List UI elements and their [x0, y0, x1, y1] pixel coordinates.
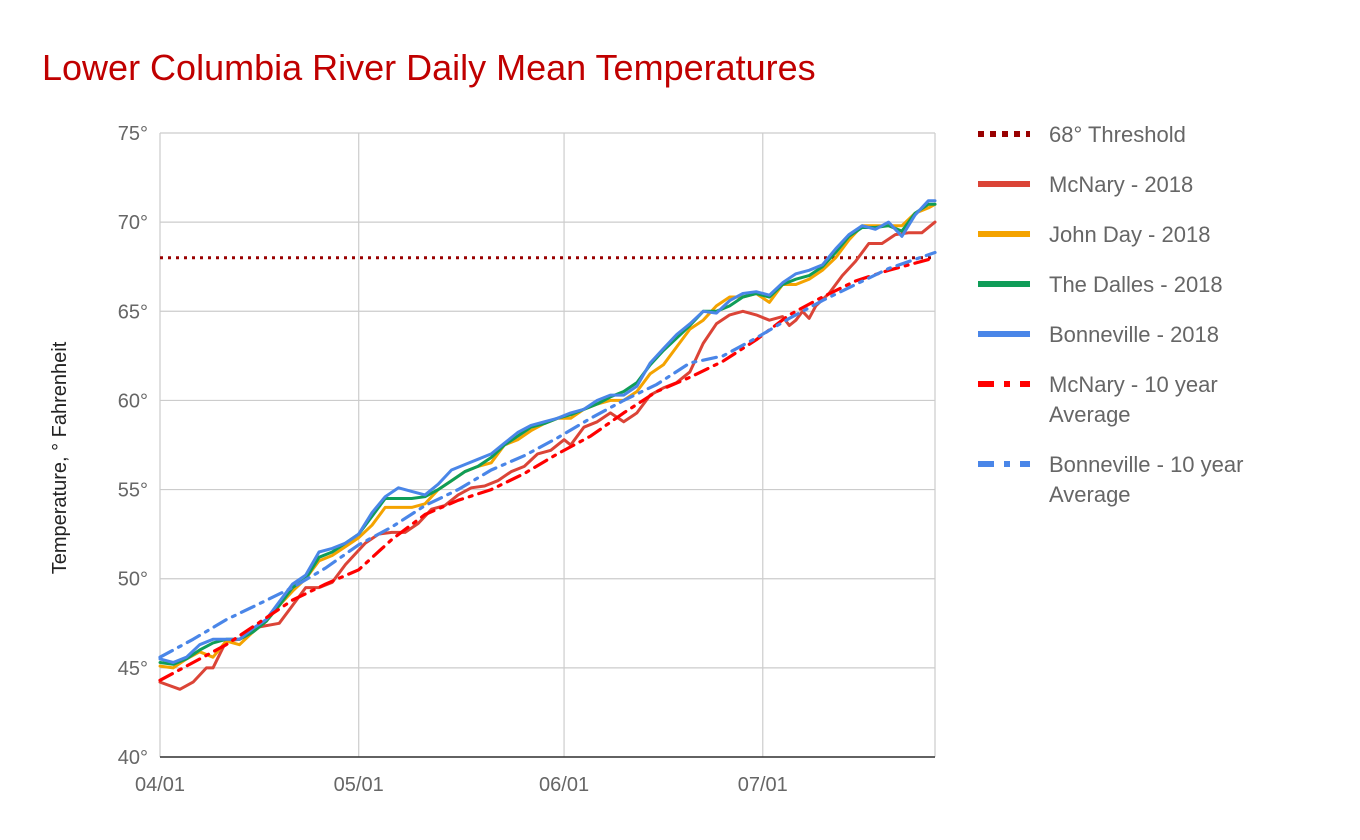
x-axis: 04/01 05/01 06/01 07/01 — [135, 774, 788, 796]
series-line-mcnary-10-year-average — [158, 256, 937, 682]
y-tick-label: 60° — [118, 390, 148, 412]
series-line-john-day-2018 — [158, 202, 937, 670]
legend-label: McNary - 10 year — [1049, 372, 1218, 397]
x-tick-label: 05/01 — [334, 774, 384, 796]
x-tick-label: 04/01 — [135, 774, 185, 796]
x-tick-label: 07/01 — [738, 774, 788, 796]
y-tick-label: 65° — [118, 301, 148, 323]
x-tick-label: 06/01 — [539, 774, 589, 796]
legend: 68° Threshold McNary - 2018 John Day - 201… — [978, 122, 1243, 507]
y-axis: 40° 45° 50° 55° 60° 65° 70° 75° — [118, 123, 148, 769]
y-tick-label: 50° — [118, 569, 148, 591]
legend-label: Average — [1049, 402, 1131, 427]
chart-title: Lower Columbia River Daily Mean Temperat… — [42, 47, 816, 88]
y-tick-label: 75° — [118, 123, 148, 145]
y-tick-label: 70° — [118, 212, 148, 234]
legend-label: McNary - 2018 — [1049, 172, 1193, 197]
y-tick-label: 45° — [118, 658, 148, 680]
legend-label: Bonneville - 2018 — [1049, 322, 1219, 347]
legend-label: The Dalles - 2018 — [1049, 272, 1223, 297]
y-tick-label: 40° — [118, 747, 148, 769]
series-line-mcnary-2018 — [158, 220, 937, 691]
y-tick-label: 55° — [118, 480, 148, 502]
legend-label: Bonneville - 10 year — [1049, 452, 1243, 477]
gridlines — [159, 132, 936, 758]
y-axis-title: Temperature, ° Fahrenheit — [49, 341, 71, 574]
legend-label: John Day - 2018 — [1049, 222, 1210, 247]
series-line-bonneville-10-year-average — [158, 250, 937, 659]
series-layer — [158, 199, 937, 691]
legend-label: 68° Threshold — [1049, 122, 1186, 147]
legend-label: Average — [1049, 482, 1131, 507]
